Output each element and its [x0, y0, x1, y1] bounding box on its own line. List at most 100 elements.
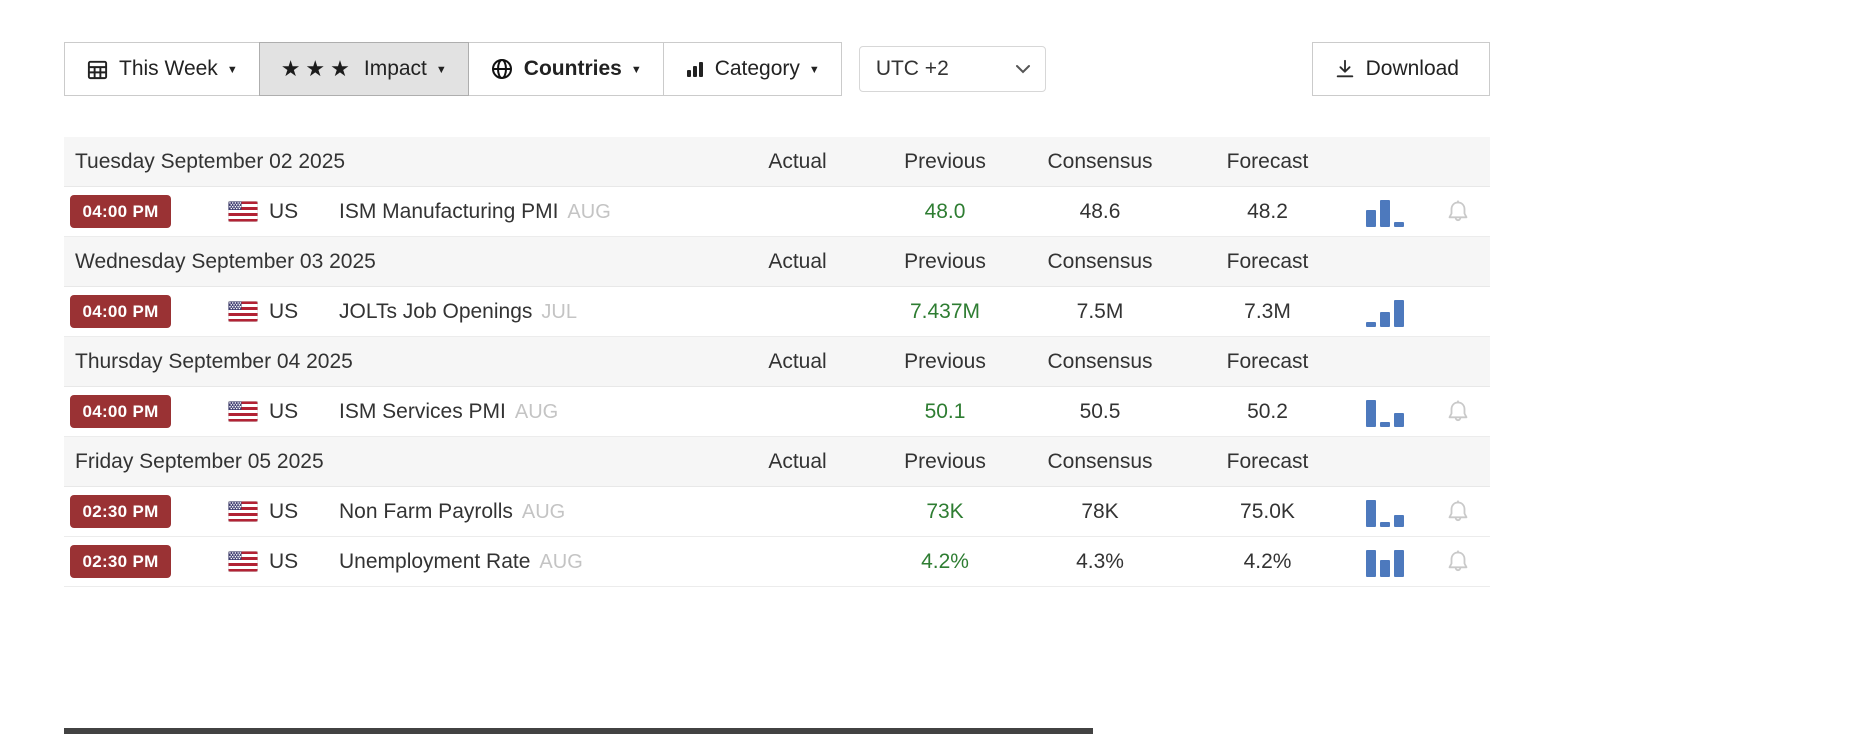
- mini-chart-icon[interactable]: [1366, 497, 1404, 527]
- calendar-icon: [86, 58, 109, 81]
- time-cell: 02:30 PM: [64, 495, 214, 528]
- event-name[interactable]: ISM Manufacturing PMI: [339, 199, 559, 223]
- column-header-previous: Previous: [904, 249, 986, 273]
- event-row[interactable]: 04:00 PM: [64, 387, 1490, 437]
- event-name[interactable]: Non Farm Payrolls: [339, 499, 513, 523]
- event-row[interactable]: 04:00 PM: [64, 287, 1490, 337]
- bell-icon[interactable]: [1446, 399, 1470, 425]
- consensus-value: 4.3%: [1076, 549, 1124, 573]
- time-cell: 02:30 PM: [64, 545, 214, 578]
- column-header-consensus: Consensus: [1047, 349, 1153, 373]
- column-header-previous: Previous: [904, 349, 986, 373]
- event-name[interactable]: Unemployment Rate: [339, 549, 531, 573]
- bell-cell: [1425, 299, 1490, 325]
- bell-icon[interactable]: [1446, 199, 1470, 225]
- bell-icon[interactable]: [1446, 549, 1470, 575]
- chart-cell: [1345, 297, 1425, 327]
- bell-icon[interactable]: [1446, 499, 1470, 525]
- this-week-label: This Week: [119, 57, 218, 80]
- day-header-row: Friday September 05 2025 Actual Previous…: [64, 437, 1490, 487]
- toolbar: This Week ▼ ★★★ Impact ▼ Countries ▼: [64, 42, 1490, 96]
- impact-button[interactable]: ★★★ Impact ▼: [258, 42, 469, 96]
- consensus-value: 78K: [1081, 499, 1119, 523]
- download-label: Download: [1365, 57, 1459, 80]
- country-cell: US: [214, 200, 339, 224]
- timezone-value: UTC +2: [875, 57, 949, 80]
- country-code: US: [269, 199, 299, 223]
- column-header-consensus: Consensus: [1047, 449, 1153, 473]
- chart-cell: [1345, 497, 1425, 527]
- mini-chart-icon[interactable]: [1366, 297, 1404, 327]
- event-period: JUL: [541, 300, 577, 323]
- countries-label: Countries: [523, 57, 622, 80]
- column-header-actual: Actual: [768, 149, 827, 173]
- country-cell: US: [214, 500, 339, 524]
- event-name-cell: Unemployment Rate AUG: [339, 550, 715, 574]
- bar-chart-icon: [685, 59, 705, 79]
- previous-value: 48.0: [924, 199, 966, 223]
- us-flag-icon: [228, 301, 258, 322]
- country-code: US: [269, 549, 299, 573]
- filter-button-group: This Week ▼ ★★★ Impact ▼ Countries ▼: [64, 42, 842, 96]
- this-week-button[interactable]: This Week ▼: [64, 42, 260, 96]
- download-icon: [1334, 58, 1356, 80]
- column-header-consensus: Consensus: [1047, 249, 1153, 273]
- country-code: US: [269, 299, 299, 323]
- event-row[interactable]: 02:30 PM: [64, 487, 1490, 537]
- caret-down-icon: ▼: [808, 63, 820, 76]
- column-header-forecast: Forecast: [1226, 249, 1309, 273]
- chart-cell: [1345, 197, 1425, 227]
- column-header-previous: Previous: [904, 149, 986, 173]
- three-stars-icon: ★★★: [280, 56, 355, 81]
- time-badge: 04:00 PM: [70, 295, 171, 328]
- caret-down-icon: ▼: [435, 63, 447, 76]
- event-row[interactable]: 02:30 PM: [64, 537, 1490, 587]
- cropped-footer-bar: [64, 728, 1093, 734]
- event-period: AUG: [521, 500, 566, 523]
- country-cell: US: [214, 300, 339, 324]
- time-cell: 04:00 PM: [64, 395, 214, 428]
- event-name[interactable]: JOLTs Job Openings: [339, 299, 533, 323]
- us-flag-icon: [228, 551, 258, 572]
- time-badge: 04:00 PM: [70, 195, 171, 228]
- previous-value: 50.1: [924, 399, 966, 423]
- event-name-cell: Non Farm Payrolls AUG: [339, 500, 715, 524]
- time-badge: 04:00 PM: [70, 395, 171, 428]
- column-header-forecast: Forecast: [1226, 449, 1309, 473]
- country-cell: US: [214, 550, 339, 574]
- column-header-forecast: Forecast: [1226, 349, 1309, 373]
- column-header-actual: Actual: [768, 249, 827, 273]
- column-header-consensus: Consensus: [1047, 149, 1153, 173]
- chart-cell: [1345, 547, 1425, 577]
- event-row[interactable]: 04:00 PM: [64, 187, 1490, 237]
- country-code: US: [269, 399, 299, 423]
- day-date: Friday September 05 2025: [75, 449, 324, 473]
- bell-cell: [1425, 399, 1490, 425]
- event-period: AUG: [539, 550, 583, 573]
- mini-chart-icon[interactable]: [1366, 197, 1404, 227]
- us-flag-icon: [228, 401, 258, 422]
- mini-chart-icon[interactable]: [1366, 397, 1404, 427]
- consensus-value: 50.5: [1079, 399, 1121, 423]
- countries-button[interactable]: Countries ▼: [467, 42, 664, 96]
- previous-value: 7.437M: [909, 299, 981, 323]
- bell-cell: [1425, 499, 1490, 525]
- us-flag-icon: [228, 201, 258, 222]
- previous-value: 4.2%: [921, 549, 969, 573]
- day-date: Tuesday September 02 2025: [75, 149, 346, 173]
- column-header-actual: Actual: [768, 449, 827, 473]
- event-period: AUG: [567, 200, 611, 223]
- download-button[interactable]: Download: [1311, 42, 1490, 96]
- event-name[interactable]: ISM Services PMI: [339, 399, 506, 423]
- timezone-select[interactable]: UTC +2: [858, 46, 1046, 92]
- country-cell: US: [214, 400, 339, 424]
- column-header-actual: Actual: [768, 349, 827, 373]
- forecast-value: 50.2: [1247, 399, 1288, 423]
- day-header-row: Wednesday September 03 2025 Actual Previ…: [64, 237, 1490, 287]
- category-button[interactable]: Category ▼: [662, 42, 842, 96]
- country-code: US: [269, 499, 299, 523]
- mini-chart-icon[interactable]: [1366, 547, 1404, 577]
- time-cell: 04:00 PM: [64, 295, 214, 328]
- caret-down-icon: ▼: [630, 63, 642, 76]
- forecast-value: 75.0K: [1240, 499, 1295, 523]
